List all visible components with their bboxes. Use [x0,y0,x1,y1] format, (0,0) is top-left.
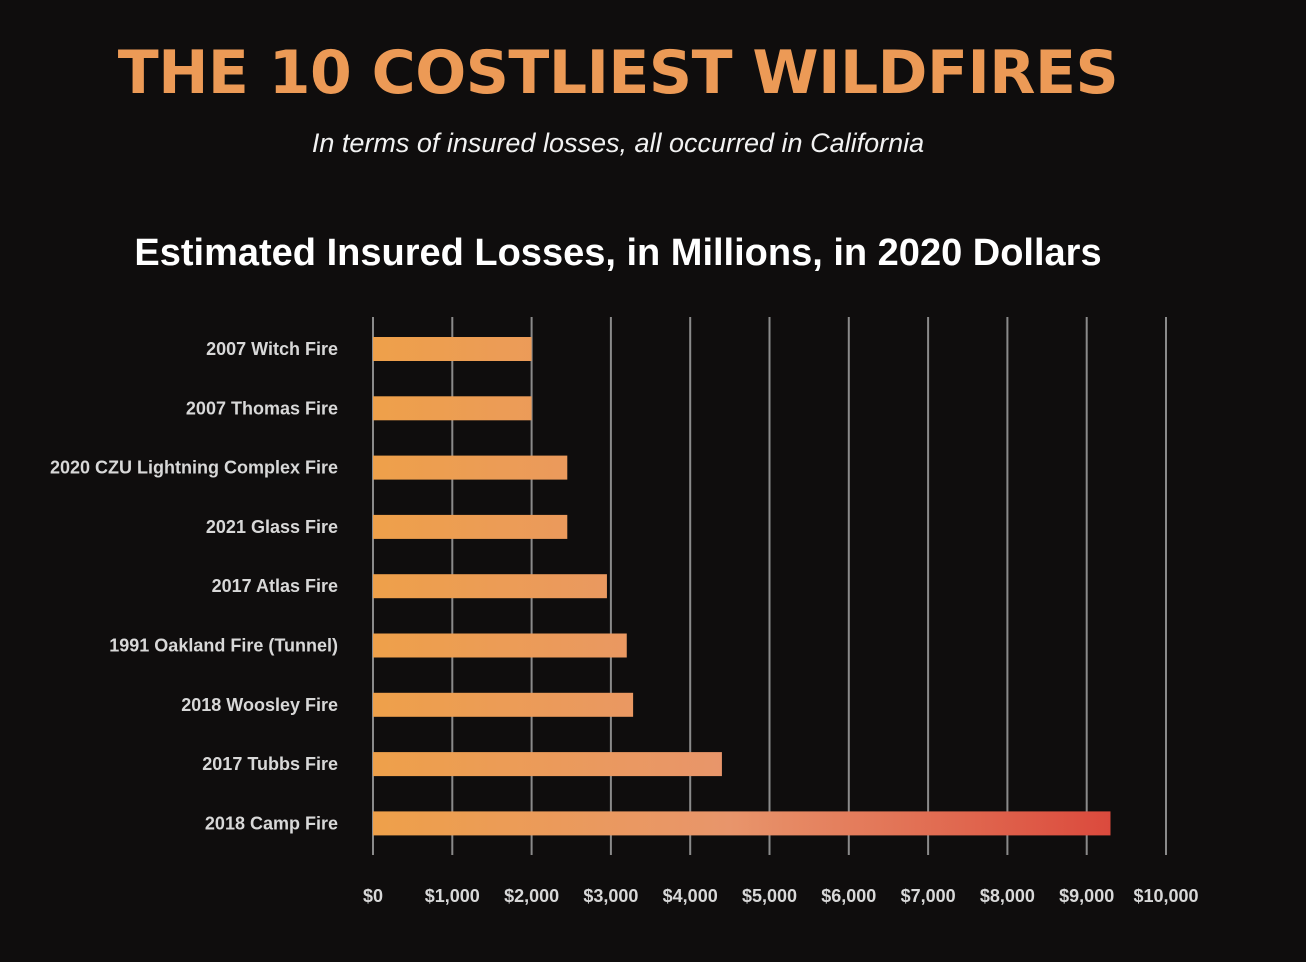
x-tick-label: $7,000 [901,886,956,906]
category-label: 2007 Witch Fire [206,339,338,359]
x-tick-label: $10,000 [1133,886,1198,906]
main-title: THE 10 COSTLIEST WILDFIRES [117,38,1119,108]
bar [373,514,568,539]
bar [373,396,532,421]
category-label: 2018 Woosley Fire [181,695,338,715]
bar [373,633,627,658]
bar [373,337,532,361]
bar [373,692,634,717]
x-tick-label: $3,000 [583,886,638,906]
category-label: 1991 Oakland Fire (Tunnel) [109,636,338,656]
x-tick-label: $8,000 [980,886,1035,906]
category-label: 2021 Glass Fire [206,517,338,537]
x-tick-label: $9,000 [1059,886,1114,906]
bar [373,574,607,599]
bar [373,752,722,777]
x-tick-label: $1,000 [425,886,480,906]
bar [373,455,568,480]
subtitle: In terms of insured losses, all occurred… [311,128,925,158]
x-tick-labels: $0 $1,000 $2,000 $3,000 $4,000 $5,000 $6,000 $7… [363,886,1199,906]
category-label: 2018 Camp Fire [205,813,338,833]
x-tick-label: $6,000 [821,886,876,906]
category-label: 2017 Tubbs Fire [202,754,338,774]
x-tick-label: $2,000 [504,886,559,906]
x-tick-label: $4,000 [663,886,718,906]
bars [373,337,1111,836]
chart-title: Estimated Insured Losses, in Millions, i… [134,232,1102,274]
category-label: 2020 CZU Lightning Complex Fire [50,458,338,478]
x-tick-label: $0 [363,886,383,906]
bar [373,811,1111,836]
category-label: 2007 Thomas Fire [186,398,338,418]
x-tick-label: $5,000 [742,886,797,906]
category-label: 2017 Atlas Fire [212,576,338,596]
category-labels: 2007 Witch Fire 2007 Thomas Fire 2020 CZU … [50,339,338,833]
